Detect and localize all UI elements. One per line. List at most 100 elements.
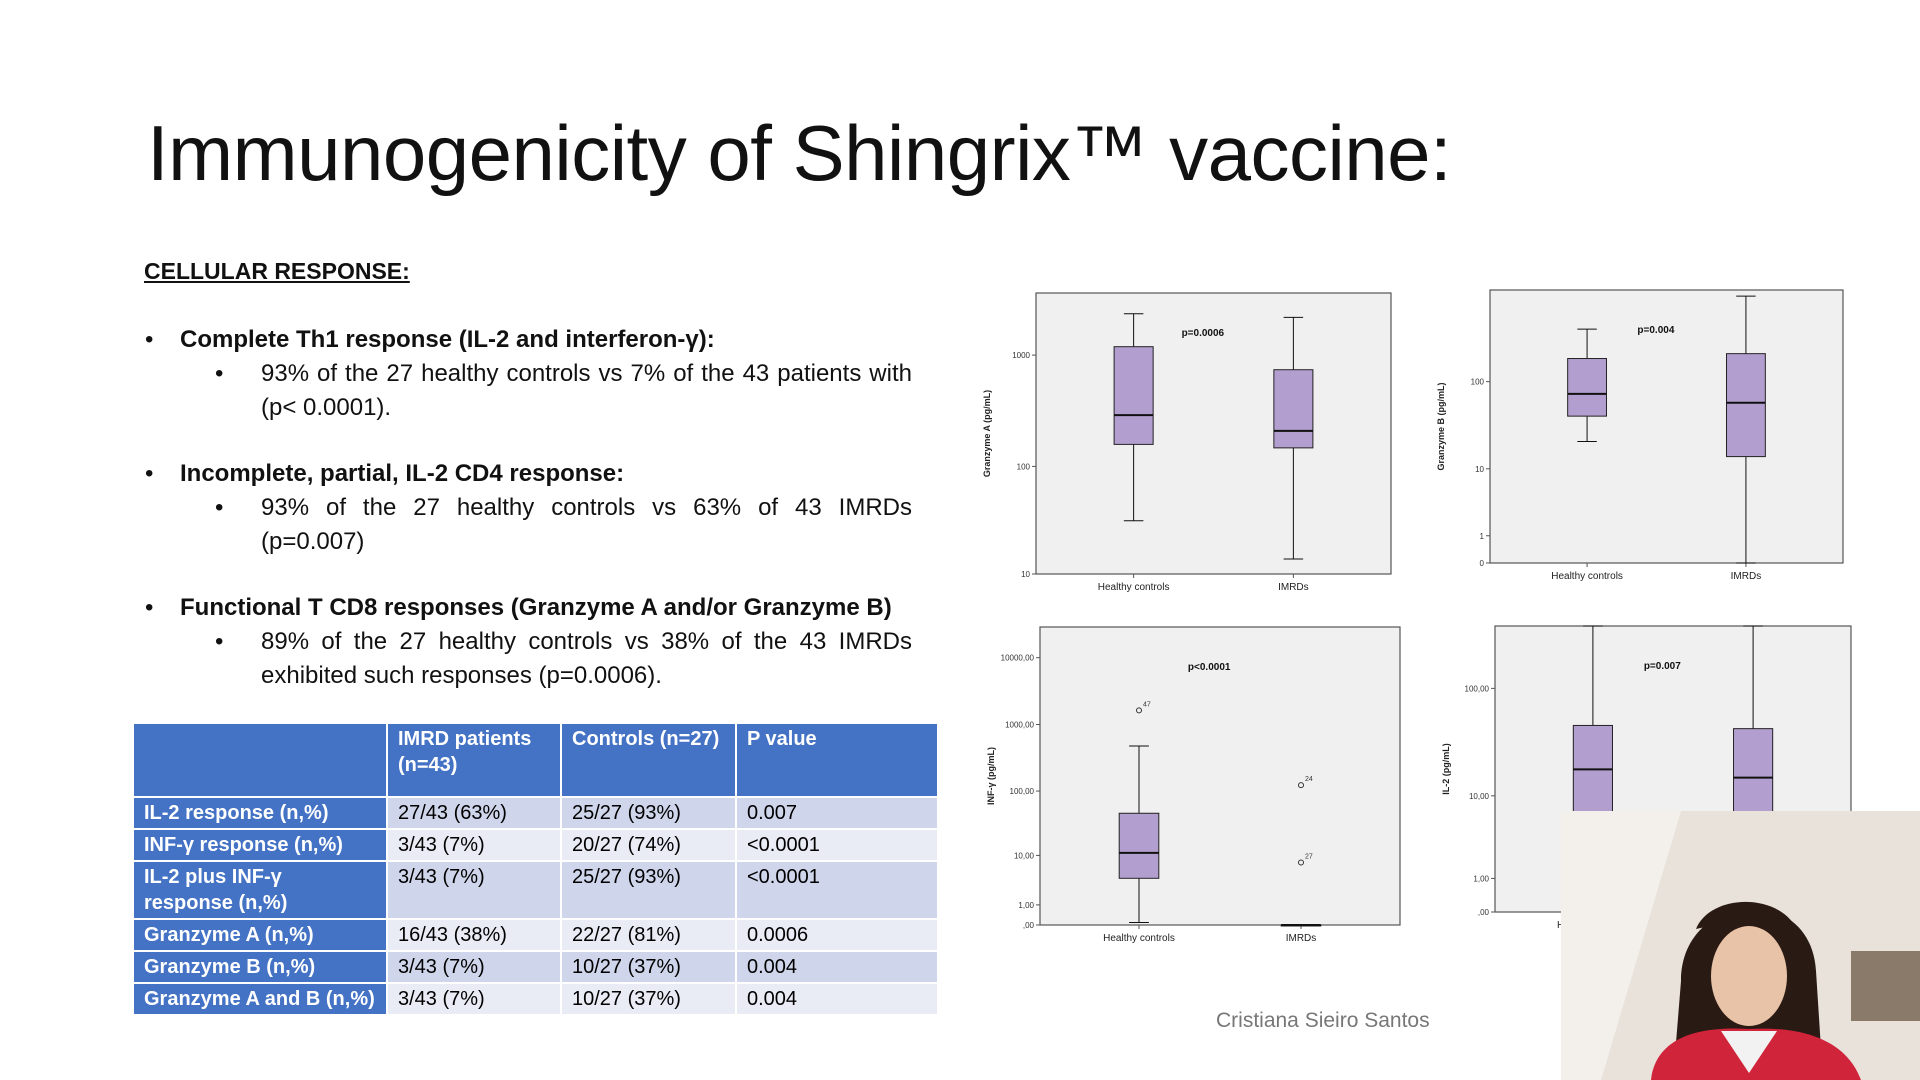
table-cell: 16/43 (38%) xyxy=(386,918,562,952)
table-row: Granzyme A and B (n,%) 3/43 (7%) 10/27 (37… xyxy=(132,982,939,1016)
bullet-detail: 93% of the 27 healthy controls vs 7% of … xyxy=(261,360,912,421)
x-tick-label: IMRDs xyxy=(1286,933,1317,944)
webcam-video xyxy=(1561,811,1920,1080)
outlier-case: 47 xyxy=(1143,701,1151,708)
x-tick-label: Healthy controls xyxy=(1103,933,1175,944)
row-label: Granzyme A and B (n,%) xyxy=(132,982,388,1016)
annotation: p=0.0006 xyxy=(1182,328,1225,339)
y-tick-label: 100,00 xyxy=(1010,787,1035,796)
table-row: IL-2 response (n,%) 27/43 (63%) 25/27 (93%… xyxy=(132,796,939,830)
sub-bullet: • 93% of the 27 healthy controls vs 63% o… xyxy=(215,491,912,559)
bullet-title: Complete Th1 response (IL-2 and interfer… xyxy=(180,326,715,353)
sub-bullet: • 93% of the 27 healthy controls vs 7% of… xyxy=(215,357,912,425)
y-axis-label: INF-γ (pg/mL) xyxy=(986,747,996,805)
table-row: Granzyme A (n,%) 16/43 (38%) 22/27 (81%) 0.… xyxy=(132,918,939,952)
box xyxy=(1726,353,1766,458)
row-label: IL-2 plus INF-γ response (n,%) xyxy=(132,860,388,920)
table-cell: 25/27 (93%) xyxy=(560,796,737,830)
box xyxy=(1572,724,1613,826)
y-tick-label: 10,00 xyxy=(1014,851,1035,860)
footer-author: Cristiana Sieiro Santos xyxy=(1216,1009,1430,1032)
outlier-case: 27 xyxy=(1305,854,1313,861)
outlier xyxy=(1298,859,1304,866)
y-tick-label: 10,00 xyxy=(1469,792,1490,801)
y-axis-label: Granzyme A (pg/mL) xyxy=(982,390,992,477)
annotation: p<0.0001 xyxy=(1188,662,1231,673)
y-tick-label: 0 xyxy=(1480,559,1485,568)
y-tick-label: 100,00 xyxy=(1465,684,1490,693)
y-tick-label: 1000,00 xyxy=(1005,720,1034,729)
y-tick-label: ,00 xyxy=(1023,921,1035,930)
table-cell: 3/43 (7%) xyxy=(386,982,562,1016)
y-tick-label: 100 xyxy=(1017,462,1031,471)
bullet-title: Incomplete, partial, IL-2 CD4 response: xyxy=(180,460,625,487)
y-tick-label: ,00 xyxy=(1478,908,1490,917)
row-label: Granzyme A (n,%) xyxy=(132,918,388,952)
header-cell: IMRD patients (n=43) xyxy=(386,722,562,798)
shelf xyxy=(1851,951,1920,1021)
y-axis-label: IL-2 (pg/mL) xyxy=(1441,743,1451,795)
box xyxy=(1118,812,1160,879)
row-label: Granzyme B (n,%) xyxy=(132,950,388,984)
table-cell: 0.004 xyxy=(735,950,939,984)
annotation: p=0.004 xyxy=(1637,325,1674,336)
row-label: INF-γ response (n,%) xyxy=(132,828,388,862)
table-cell: 10/27 (37%) xyxy=(560,950,737,984)
wall xyxy=(1561,811,1681,1080)
plot-area xyxy=(1039,626,1401,926)
table-cell: 27/43 (63%) xyxy=(386,796,562,830)
table-cell: 0.007 xyxy=(735,796,939,830)
y-tick-label: 10 xyxy=(1021,570,1030,579)
y-tick-label: 10000,00 xyxy=(1001,654,1035,663)
table-cell: 20/27 (74%) xyxy=(560,828,737,862)
table-row: IL-2 plus INF-γ response (n,%) 3/43 (7%) 2… xyxy=(132,860,939,920)
table-cell: 0.004 xyxy=(735,982,939,1016)
table-row: INF-γ response (n,%) 3/43 (7%) 20/27 (74%)… xyxy=(132,828,939,862)
section-heading: CELLULAR RESPONSE: xyxy=(144,258,410,284)
bullet-detail: 93% of the 27 healthy controls vs 63% of… xyxy=(261,494,912,555)
y-tick-label: 1,00 xyxy=(1473,874,1489,883)
outlier xyxy=(1136,707,1142,714)
sub-bullet: • 89% of the 27 healthy controls vs 38% o… xyxy=(215,625,912,693)
table-header: IMRD patients (n=43) Controls (n=27) P v… xyxy=(132,722,939,798)
header-cell: Controls (n=27) xyxy=(560,722,737,798)
box xyxy=(1273,369,1314,449)
table-cell: 3/43 (7%) xyxy=(386,860,562,920)
plot-area xyxy=(1489,289,1844,564)
slide-title: Immunogenicity of Shingrix™ vaccine: xyxy=(147,109,1452,197)
table-cell: 10/27 (37%) xyxy=(560,982,737,1016)
table-cell: 3/43 (7%) xyxy=(386,828,562,862)
plot-area xyxy=(1035,292,1392,575)
bangs xyxy=(1696,901,1801,941)
y-axis-label: Granzyme B (pg/mL) xyxy=(1436,382,1446,470)
y-tick-label: 1000 xyxy=(1012,351,1030,360)
box xyxy=(1567,358,1607,417)
results-table: IMRD patients (n=43) Controls (n=27) P v… xyxy=(132,722,939,1016)
row-label: IL-2 response (n,%) xyxy=(132,796,388,830)
y-tick-label: 1,00 xyxy=(1018,901,1034,910)
box xyxy=(1113,346,1154,445)
table-cell: <0.0001 xyxy=(735,828,939,862)
y-tick-label: 100 xyxy=(1471,378,1485,387)
table-cell: <0.0001 xyxy=(735,860,939,920)
outlier-case: 24 xyxy=(1305,776,1313,783)
y-tick-label: 10 xyxy=(1475,465,1484,474)
x-tick-label: IMRDs xyxy=(1731,571,1762,582)
header-cell: P value xyxy=(735,722,939,798)
x-tick-label: Healthy controls xyxy=(1098,582,1170,593)
x-tick-label: Healthy controls xyxy=(1551,571,1623,582)
x-tick-label: IMRDs xyxy=(1278,582,1309,593)
y-tick-label: 1 xyxy=(1480,532,1485,541)
table-cell: 0.0006 xyxy=(735,918,939,952)
table-cell: 25/27 (93%) xyxy=(560,860,737,920)
bullet-detail: 89% of the 27 healthy controls vs 38% of… xyxy=(261,628,912,689)
bullet-title: Functional T CD8 responses (Granzyme A a… xyxy=(180,594,892,621)
header-cell xyxy=(132,722,388,798)
table-cell: 3/43 (7%) xyxy=(386,950,562,984)
annotation: p=0.007 xyxy=(1644,661,1681,672)
shirt-collar xyxy=(1721,1031,1777,1073)
outlier xyxy=(1298,782,1304,789)
face xyxy=(1711,926,1787,1026)
